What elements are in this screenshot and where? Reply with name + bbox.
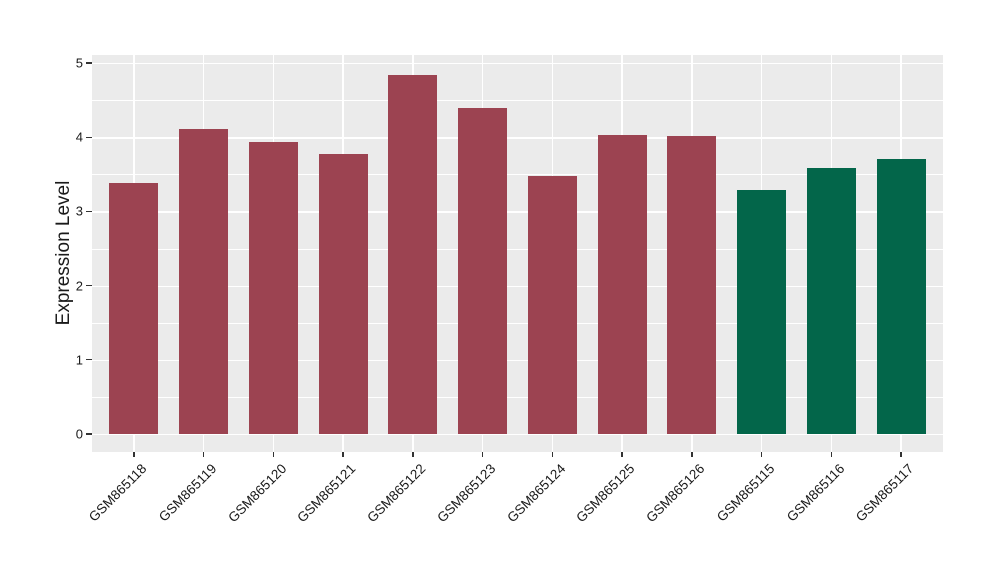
gridline-minor-y-3.5	[92, 174, 943, 176]
y-tick-mark-5	[86, 62, 92, 64]
x-tick-label-GSM865116: GSM865116	[783, 461, 848, 525]
x-tick-label-GSM865124: GSM865124	[503, 461, 568, 526]
y-tick-label-2: 2	[75, 278, 83, 294]
gridline-major-y-2	[92, 285, 943, 287]
bar-GSM865119	[179, 129, 228, 434]
bar-GSM865118	[109, 183, 159, 434]
x-tick-label-GSM865119: GSM865119	[155, 461, 220, 525]
y-tick-label-4: 4	[75, 129, 83, 145]
gridline-major-y-0	[92, 434, 943, 436]
y-tick-mark-2	[86, 284, 92, 287]
bar-GSM865120	[248, 142, 298, 434]
y-tick-label-3: 3	[75, 203, 83, 219]
gridline-minor-y-1.5	[92, 322, 943, 324]
gridline-major-y-3	[92, 211, 943, 213]
x-tick-label-GSM865117: GSM865117	[853, 461, 917, 525]
y-tick-mark-3	[86, 210, 92, 213]
x-tick-label-GSM865123: GSM865123	[434, 461, 499, 526]
x-tick-mark-GSM865123	[481, 452, 484, 457]
y-tick-label-1: 1	[75, 352, 83, 368]
gridline-major-y-4	[92, 137, 943, 139]
x-tick-label-GSM865122: GSM865122	[364, 461, 429, 526]
gridline-major-y-1	[92, 359, 943, 362]
gridline-minor-y-4.5	[92, 100, 943, 101]
gridline-major-y-5	[92, 63, 943, 65]
y-axis-title: Expression Level	[53, 180, 74, 326]
x-tick-label-GSM865115: GSM865115	[713, 461, 778, 525]
x-tick-mark-GSM865118	[133, 452, 135, 457]
bar-GSM865122	[388, 74, 438, 434]
x-tick-label-GSM865121: GSM865121	[294, 461, 359, 526]
x-tick-mark-GSM865124	[551, 452, 554, 457]
y-tick-label-0: 0	[75, 426, 83, 442]
y-tick-mark-0	[86, 433, 92, 435]
plot-panel	[92, 55, 943, 452]
x-tick-mark-GSM865116	[830, 452, 833, 457]
x-tick-label-GSM865118: GSM865118	[85, 461, 150, 525]
bar-GSM865121	[318, 153, 368, 434]
x-tick-label-GSM865120: GSM865120	[224, 461, 289, 526]
bar-GSM865116	[806, 167, 856, 434]
bar-GSM865115	[737, 189, 787, 434]
x-tick-label-GSM865126: GSM865126	[643, 461, 708, 526]
y-tick-label-5: 5	[75, 55, 83, 71]
bar-GSM865123	[458, 107, 508, 434]
x-tick-mark-GSM865122	[412, 452, 414, 457]
y-tick-mark-1	[86, 359, 92, 361]
gridline-minor-y-2.5	[92, 248, 943, 250]
bar-GSM865124	[527, 175, 577, 434]
x-tick-label-GSM865125: GSM865125	[573, 461, 638, 526]
x-tick-mark-GSM865115	[760, 452, 763, 457]
bar-GSM865126	[667, 136, 717, 434]
bar-GSM865117	[876, 159, 926, 434]
x-tick-mark-GSM865126	[691, 452, 693, 457]
x-tick-mark-GSM865121	[342, 452, 344, 457]
gridline-minor-y-0.5	[92, 396, 943, 398]
x-tick-mark-GSM865125	[621, 452, 623, 457]
x-tick-mark-GSM865117	[900, 452, 902, 457]
x-tick-mark-GSM865120	[272, 452, 275, 457]
bar-GSM865125	[597, 134, 647, 434]
y-tick-mark-4	[86, 136, 92, 138]
x-tick-mark-GSM865119	[202, 452, 205, 457]
